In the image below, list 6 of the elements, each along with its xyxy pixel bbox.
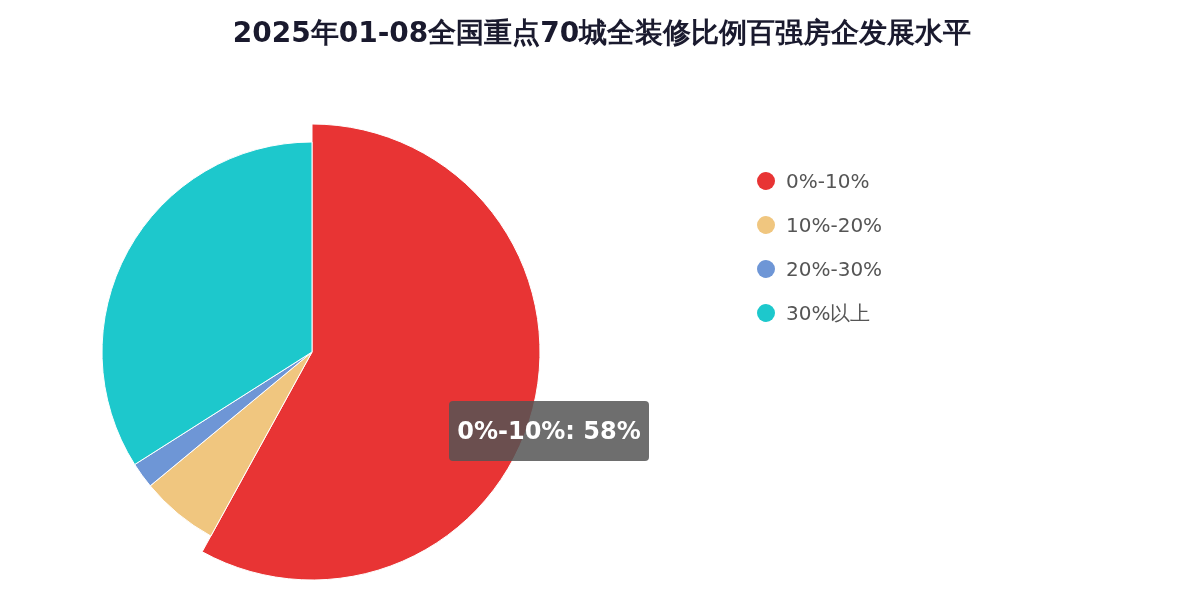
legend-label: 20%-30% xyxy=(786,257,883,281)
legend-label: 30%以上 xyxy=(786,301,871,325)
chart-title: 2025年01-08全国重点70城全装修比例百强房企发展水平 xyxy=(232,15,972,49)
legend-label: 0%-10% xyxy=(786,169,870,193)
legend-label: 10%-20% xyxy=(786,213,883,237)
text: 0%-10%: 58% xyxy=(457,417,641,446)
